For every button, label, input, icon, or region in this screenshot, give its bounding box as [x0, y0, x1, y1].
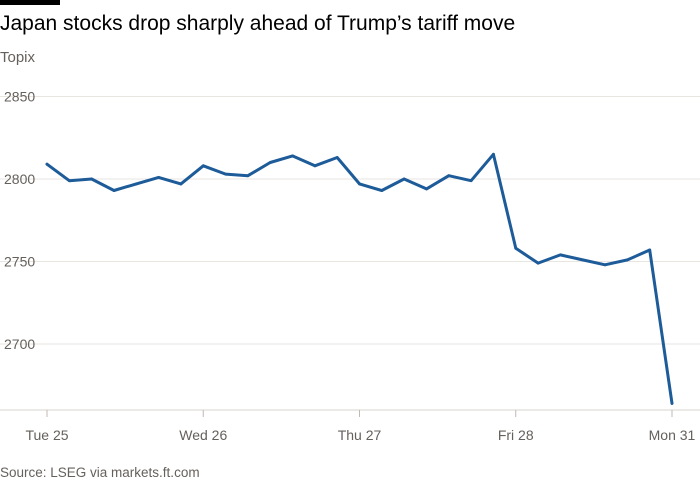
- data-point: [45, 162, 49, 166]
- data-point: [536, 261, 540, 265]
- data-point: [313, 164, 317, 168]
- x-tick-label: Tue 25: [25, 427, 68, 443]
- data-point: [625, 258, 629, 262]
- series-layer: [45, 152, 674, 405]
- data-point: [112, 189, 116, 192]
- data-point: [157, 175, 161, 179]
- data-point: [558, 253, 562, 257]
- data-point: [268, 161, 272, 164]
- data-point: [447, 174, 451, 178]
- chart-source: Source: LSEG via markets.ft.com: [0, 465, 200, 480]
- x-tick-label: Thu 27: [338, 427, 382, 443]
- x-tick-label: Wed 26: [179, 427, 227, 443]
- y-tick-label: 2800: [4, 171, 35, 187]
- data-point: [380, 189, 384, 192]
- data-point: [291, 154, 294, 158]
- data-point: [179, 182, 183, 186]
- data-point: [335, 156, 339, 159]
- data-point: [224, 172, 227, 176]
- y-tick-label: 2700: [4, 336, 35, 352]
- x-tick-label: Mon 31: [649, 427, 696, 443]
- x-tick-label: Fri 28: [498, 427, 534, 443]
- data-point: [469, 179, 473, 183]
- brand-bar: [0, 0, 60, 5]
- data-point: [670, 402, 674, 405]
- data-point: [425, 187, 428, 191]
- data-point: [402, 177, 406, 181]
- data-point: [603, 263, 607, 267]
- grid-lines: [0, 96, 700, 345]
- data-point: [67, 179, 71, 183]
- data-point: [492, 152, 495, 156]
- data-point: [648, 248, 652, 252]
- data-point: [514, 246, 518, 250]
- y-axis-ticks: 2700 2750 2800 2850: [4, 89, 35, 353]
- data-point: [358, 182, 361, 186]
- data-point: [134, 182, 138, 186]
- chart-title: Japan stocks drop sharply ahead of Trump…: [0, 12, 516, 35]
- data-point: [246, 174, 250, 178]
- data-point: [201, 164, 205, 168]
- x-axis: Tue 25 Wed 26 Thu 27 Fri 28 Mon 31: [0, 409, 700, 443]
- data-point: [581, 258, 585, 262]
- chart-subtitle: Topix: [0, 49, 36, 66]
- y-tick-label: 2750: [4, 254, 35, 270]
- y-tick-label: 2850: [4, 89, 35, 105]
- data-point: [90, 177, 94, 181]
- series-line: [45, 152, 674, 405]
